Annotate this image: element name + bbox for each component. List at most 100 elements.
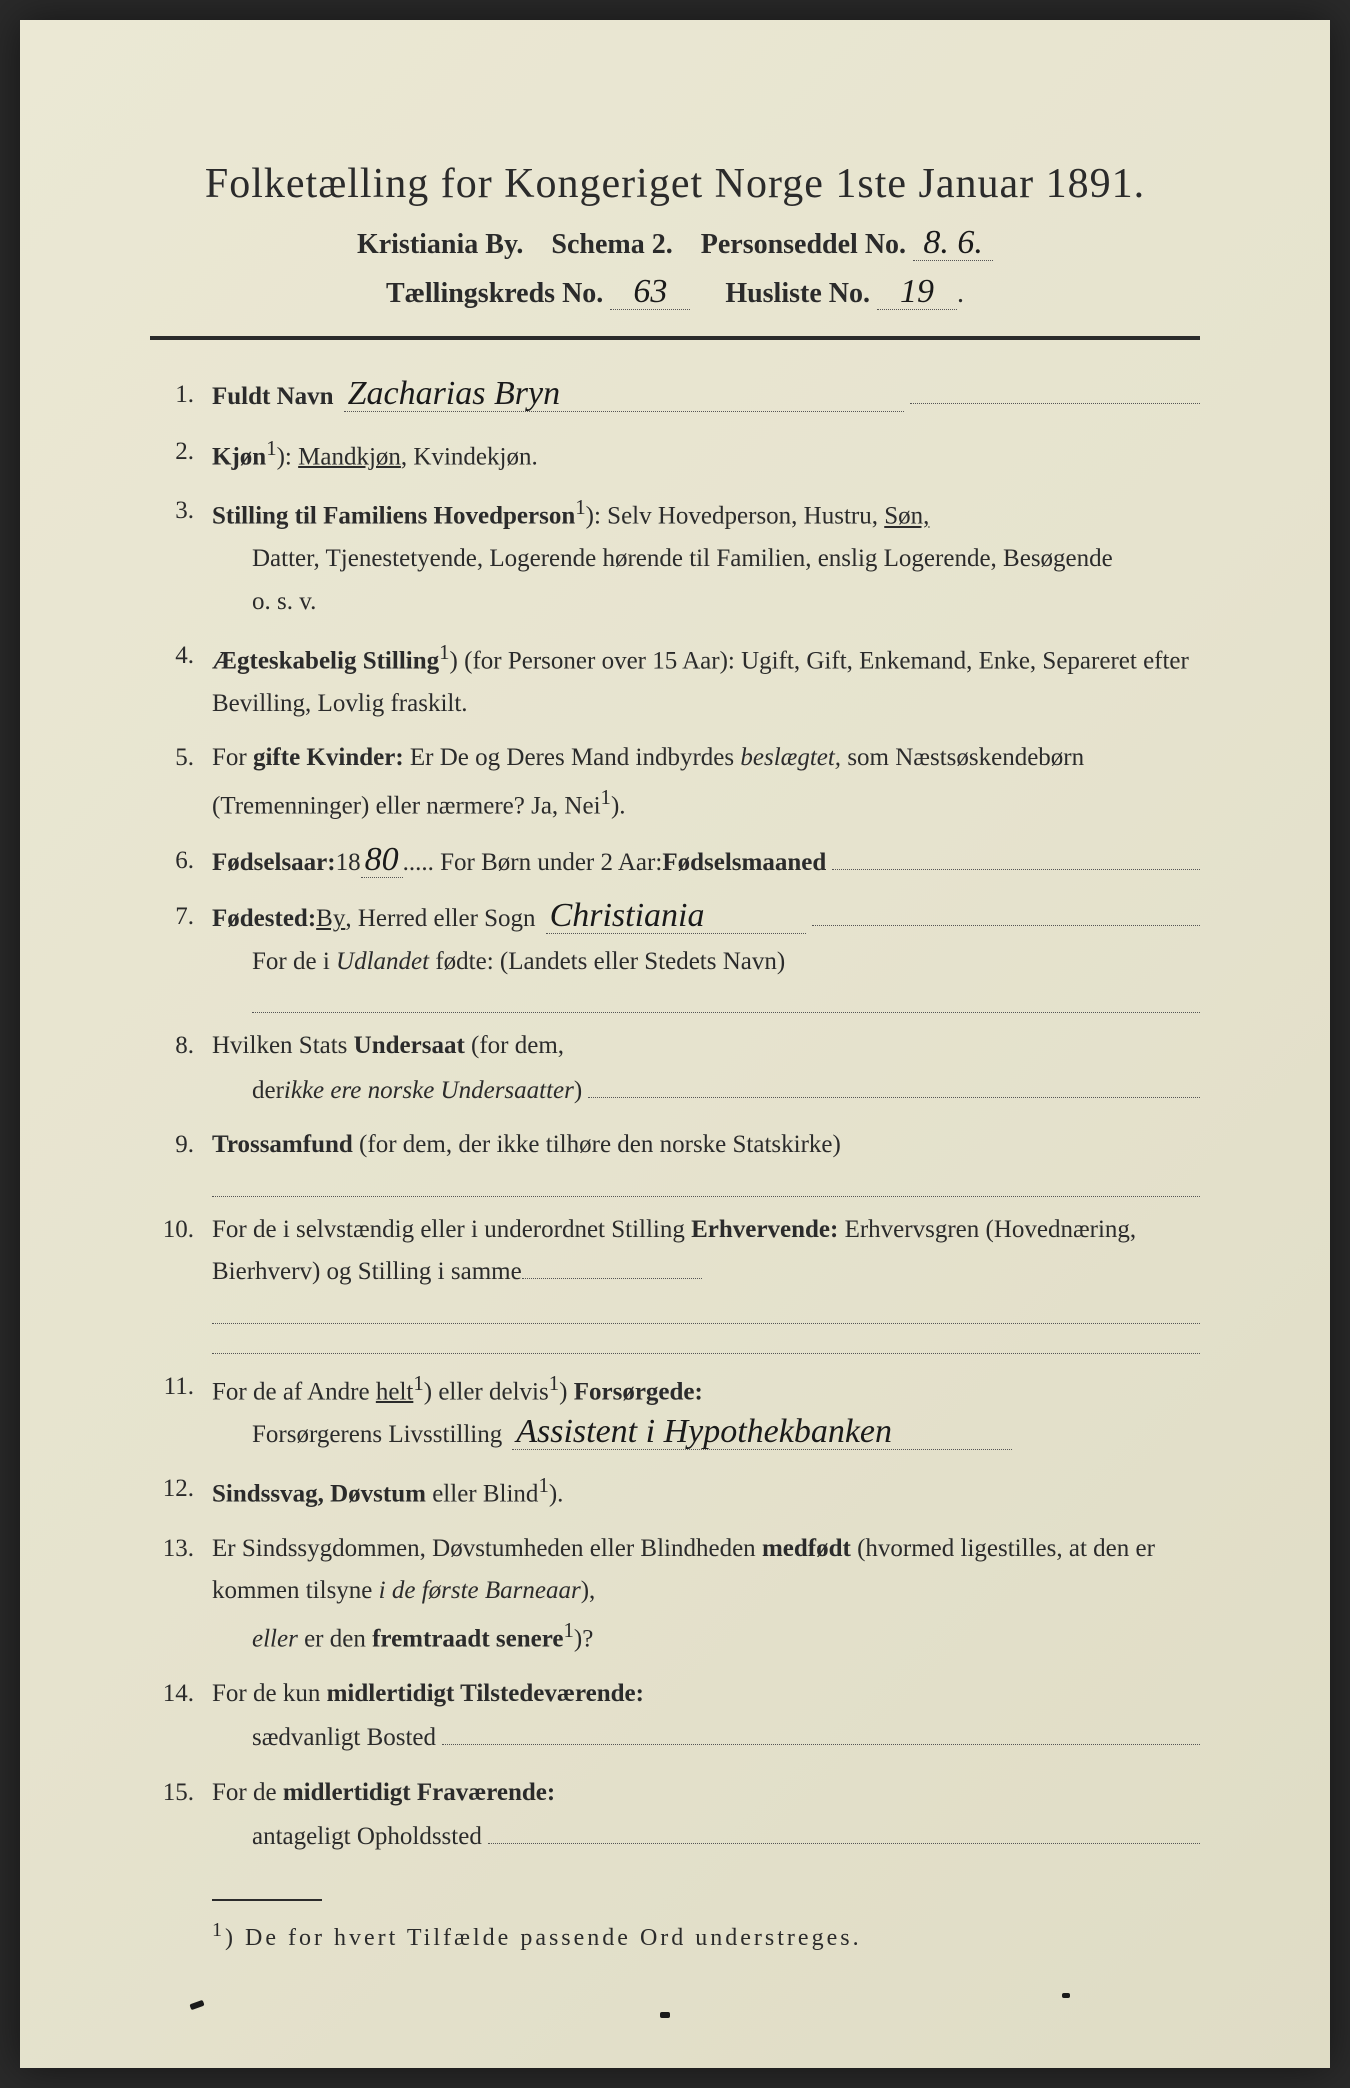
- kreds-value: 63: [610, 275, 690, 310]
- item-14: 14. For de kun midlertidigt Tilstedevære…: [150, 1673, 1200, 1760]
- item-1-value: Zacharias Bryn: [344, 377, 904, 412]
- item-6-label: Fødselsaar:: [212, 842, 336, 885]
- item-9-num: 9.: [150, 1124, 212, 1197]
- item-7-value: Christiania: [546, 899, 806, 934]
- item-13-line1a: Er Sindssygdommen, Døvstumheden eller Bl…: [212, 1535, 762, 1562]
- speck-icon: [189, 2000, 204, 2010]
- dotted-fill: [212, 1324, 1200, 1354]
- item-4-num: 4.: [150, 635, 212, 725]
- item-13-line2-after: er den: [298, 1625, 372, 1652]
- item-14-prefix: For de kun: [212, 1680, 327, 1707]
- item-11-prefix: For de af Andre: [212, 1378, 376, 1405]
- item-8-line1: Hvilken Stats: [212, 1032, 354, 1059]
- dotted-fill: [832, 840, 1200, 870]
- item-7-num: 7.: [150, 896, 212, 1013]
- item-9-after: (for dem, der ikke tilhøre den norske St…: [353, 1131, 841, 1158]
- item-7-label: Fødested:: [212, 898, 316, 941]
- item-11-value: Assistent i Hypothekbanken: [512, 1415, 1012, 1450]
- item-15-line2: antageligt Opholdssted: [252, 1816, 482, 1859]
- item-1-label: Fuldt Navn: [212, 376, 334, 419]
- footnote-rule: [212, 1899, 322, 1901]
- item-6-year: 80: [361, 843, 403, 878]
- item-15-label: midlertidigt Fraværende:: [283, 1779, 555, 1806]
- item-3: 3. Stilling til Familiens Hovedperson1):…: [150, 490, 1200, 623]
- dotted-fill: [588, 1068, 1200, 1098]
- item-8-line2-italic: ikke ere norske Undersaatter: [284, 1070, 574, 1113]
- item-8-after: (for dem,: [465, 1032, 564, 1059]
- item-12-num: 12.: [150, 1468, 212, 1516]
- personseddel-label: Personseddel No.: [701, 229, 906, 260]
- item-3-selected: Søn,: [884, 503, 929, 530]
- item-7-after: , Herred eller Sogn: [345, 898, 535, 941]
- item-9-label: Trossamfund: [212, 1131, 353, 1158]
- item-11-sup2: 1: [549, 1371, 559, 1395]
- item-7-line2-italic: Udlandet: [336, 948, 429, 975]
- item-11: 11. For de af Andre helt1) eller delvis1…: [150, 1366, 1200, 1456]
- page-title: Folketælling for Kongeriget Norge 1ste J…: [150, 160, 1200, 208]
- item-2: 2. Kjøn1): Mandkjøn, Kvindekjøn.: [150, 431, 1200, 479]
- item-5-num: 5.: [150, 737, 212, 827]
- item-3-sup: 1: [575, 495, 585, 519]
- item-3-label: Stilling til Familiens Hovedperson: [212, 503, 575, 530]
- item-2-sup: 1: [266, 436, 276, 460]
- item-7-line2-prefix: For de i: [252, 948, 336, 975]
- item-11-label: Forsørgede:: [574, 1378, 703, 1405]
- item-14-label: midlertidigt Tilstedeværende:: [327, 1680, 644, 1707]
- item-6-label2: Fødselsmaaned: [662, 842, 826, 885]
- item-6-after: ..... For Børn under 2 Aar:: [403, 842, 663, 885]
- item-4-sup: 1: [439, 640, 449, 664]
- item-5-prefix: For: [212, 744, 253, 771]
- dotted-fill: [910, 374, 1200, 404]
- item-2-rest: , Kvindekjøn.: [401, 443, 538, 470]
- item-13-line2-italic: eller: [252, 1625, 298, 1652]
- dotted-fill: [252, 983, 1200, 1013]
- subtitle-line-3: Tællingskreds No. 63 Husliste No. 19.: [150, 275, 1200, 310]
- schema-label: Schema 2.: [551, 229, 672, 260]
- item-3-after: ): Selv Hovedperson, Hustru,: [586, 503, 885, 530]
- item-10-num: 10.: [150, 1209, 212, 1354]
- item-12-end: ).: [549, 1480, 564, 1507]
- item-7: 7. Fødested: By, Herred eller Sogn Chris…: [150, 896, 1200, 1013]
- item-1-num: 1.: [150, 374, 212, 419]
- item-15: 15. For de midlertidigt Fraværende: anta…: [150, 1772, 1200, 1859]
- subtitle-line-2: Kristiania By. Schema 2. Personseddel No…: [150, 226, 1200, 261]
- item-13-end: )?: [574, 1625, 593, 1652]
- item-13-label1: medfødt: [762, 1535, 851, 1562]
- item-5-end: ).: [611, 792, 626, 819]
- husliste-value: 19: [877, 275, 957, 310]
- item-8-label: Undersaat: [354, 1032, 465, 1059]
- item-11-line2-prefix: Forsørgerens Livsstilling: [252, 1414, 502, 1457]
- item-5-italic: beslægtet,: [740, 744, 841, 771]
- item-15-num: 15.: [150, 1772, 212, 1859]
- item-12-sup: 1: [538, 1473, 548, 1497]
- item-5-sup: 1: [601, 785, 611, 809]
- item-13: 13. Er Sindssygdommen, Døvstumheden elle…: [150, 1528, 1200, 1661]
- item-6-num: 6.: [150, 840, 212, 885]
- item-6: 6. Fødselsaar: 1880..... For Børn under …: [150, 840, 1200, 885]
- item-14-line2: sædvanligt Bosted: [252, 1717, 436, 1760]
- census-form-page: Folketælling for Kongeriget Norge 1ste J…: [20, 20, 1330, 2068]
- dotted-fill: [442, 1715, 1200, 1745]
- item-11-u1: helt: [376, 1378, 414, 1405]
- speck-icon: [1062, 1993, 1070, 1998]
- item-8-num: 8.: [150, 1025, 212, 1112]
- item-5-after: Er De og Deres Mand indbyrdes: [404, 744, 741, 771]
- dotted-fill: [522, 1254, 702, 1279]
- footnote-text: ) De for hvert Tilfælde passende Ord und…: [225, 1925, 862, 1951]
- item-13-italic1: i de første Barneaar: [379, 1577, 581, 1604]
- dotted-fill: [212, 1294, 1200, 1324]
- item-11-after: ): [559, 1378, 574, 1405]
- item-11-num: 11.: [150, 1366, 212, 1456]
- item-13-num: 13.: [150, 1528, 212, 1661]
- item-12-label: Sindssvag, Døvstum: [212, 1480, 426, 1507]
- item-13-sup: 1: [563, 1618, 573, 1642]
- item-8-line2-after: ): [574, 1070, 582, 1113]
- item-4-label: Ægteskabelig Stilling: [212, 647, 439, 674]
- item-2-colon: ):: [277, 443, 299, 470]
- kreds-label: Tællingskreds No.: [386, 278, 603, 309]
- item-4: 4. Ægteskabelig Stilling1) (for Personer…: [150, 635, 1200, 725]
- item-7-line2-after: fødte: (Landets eller Stedets Navn): [429, 948, 785, 975]
- personseddel-value: 8. 6.: [913, 226, 993, 261]
- item-12-after: eller Blind: [426, 1480, 538, 1507]
- item-2-label: Kjøn: [212, 443, 266, 470]
